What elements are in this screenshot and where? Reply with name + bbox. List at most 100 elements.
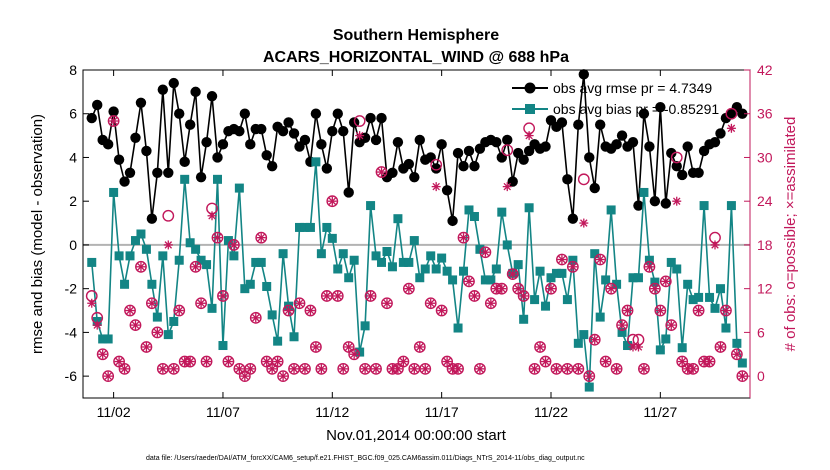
- rmse-series: [86, 69, 748, 227]
- rmse-point: [709, 136, 721, 148]
- obs-possible-marker: [720, 304, 732, 317]
- obs-possible-marker: [572, 362, 585, 375]
- rmse-point: [502, 134, 513, 146]
- asterisk-stroke: [175, 306, 183, 315]
- bias-point: [382, 246, 392, 256]
- asterisk-stroke: [339, 365, 347, 373]
- asterisk-stroke: [230, 241, 238, 249]
- bias-point: [459, 266, 469, 276]
- rmse-point: [573, 119, 584, 130]
- rmse-point: [409, 171, 420, 183]
- obs-assimilated-marker: [584, 371, 594, 381]
- obs-possible-marker: [659, 275, 672, 288]
- obs-assimilated-marker: [469, 291, 479, 301]
- bias-point: [688, 295, 698, 305]
- bias-point: [431, 264, 441, 274]
- obs-possible-marker: [435, 304, 448, 317]
- obs-possible-marker: [331, 290, 344, 302]
- bias-point: [732, 338, 742, 348]
- asterisk-stroke: [361, 365, 369, 373]
- bias-point: [152, 312, 162, 322]
- rmse-point: [157, 84, 169, 95]
- obs-assimilated-marker: [174, 306, 184, 316]
- asterisk-stroke: [519, 292, 528, 300]
- bias-point: [683, 279, 693, 289]
- rmse-point: [113, 154, 125, 165]
- asterisk-stroke: [241, 372, 249, 380]
- bias-point: [311, 157, 321, 167]
- asterisk-stroke: [574, 365, 583, 373]
- asterisk-stroke: [612, 365, 621, 373]
- y2-tick-label: 12: [757, 281, 773, 297]
- y2-tick-label: 30: [757, 149, 773, 165]
- obs-assimilated-marker: [415, 342, 425, 352]
- asterisk-stroke: [432, 182, 440, 191]
- obs-possible-marker: [140, 341, 153, 353]
- bias-point: [404, 257, 414, 267]
- rmse-point: [491, 136, 502, 148]
- rmse-point: [387, 167, 398, 178]
- asterisk-stroke: [711, 241, 719, 249]
- bias-point: [437, 253, 447, 263]
- bias-point: [349, 255, 359, 265]
- rmse-point: [179, 156, 190, 168]
- obs-possible-marker: [299, 362, 311, 375]
- bias-point: [475, 244, 485, 254]
- obs-assimilated-marker: [191, 262, 201, 272]
- bias-point: [267, 310, 277, 320]
- obs-possible-marker: [599, 355, 612, 368]
- rmse-point: [414, 134, 425, 146]
- asterisk-stroke: [405, 284, 413, 293]
- bias-point: [398, 257, 408, 267]
- obs-assimilated-marker: [666, 320, 676, 330]
- obs-assimilated-marker: [541, 357, 551, 367]
- bias-point: [530, 295, 540, 305]
- bias-point: [480, 275, 490, 285]
- bias-point: [442, 266, 452, 276]
- obs-possible-marker: [244, 362, 257, 375]
- asterisk-stroke: [350, 350, 358, 359]
- bias-point: [87, 257, 97, 267]
- y-tick-label: 4: [69, 149, 77, 165]
- rmse-point: [376, 112, 387, 124]
- obs-possible-marker: [654, 304, 667, 317]
- obs-assimilated-marker: [557, 255, 567, 265]
- bias-point: [251, 257, 261, 267]
- y-tick-label: -6: [65, 368, 78, 384]
- obs-assimilated-marker: [705, 357, 715, 367]
- bias-point: [699, 201, 709, 211]
- asterisk-stroke: [208, 212, 216, 220]
- rmse-point: [633, 200, 644, 211]
- rmse-point: [288, 128, 300, 139]
- obs-assimilated-marker: [573, 364, 583, 374]
- rmse-point: [327, 126, 338, 137]
- y-tick-label: -2: [65, 281, 78, 297]
- obs-assimilated-marker: [273, 357, 283, 367]
- asterisk-stroke: [148, 299, 156, 308]
- bias-point: [710, 303, 720, 313]
- obs-assimilated-marker: [223, 357, 233, 367]
- rmse-point: [578, 69, 589, 80]
- asterisk-stroke: [618, 321, 626, 329]
- legend-rmse-label: obs avg rmse pr = 4.7349: [553, 80, 712, 96]
- asterisk-stroke: [383, 299, 391, 308]
- asterisk-stroke: [454, 365, 462, 373]
- rmse-point: [671, 161, 682, 172]
- asterisk-stroke: [104, 372, 112, 380]
- bias-point: [633, 273, 643, 283]
- rmse-point: [321, 163, 333, 174]
- bias-point: [229, 251, 239, 261]
- obs-possible-marker: [255, 231, 268, 244]
- asterisk-stroke: [705, 357, 714, 366]
- asterisk-stroke: [323, 292, 331, 300]
- obs-possible-marker: [162, 209, 175, 222]
- rmse-point: [174, 108, 185, 119]
- obs-possible-marker: [665, 319, 678, 332]
- rmse-point: [682, 141, 693, 152]
- obs-assimilated-marker: [212, 233, 222, 243]
- asterisk-stroke: [563, 365, 572, 373]
- asterisk-stroke: [388, 365, 397, 373]
- obs-assimilated-marker: [562, 364, 572, 374]
- asterisk-stroke: [727, 124, 736, 133]
- asterisk-stroke: [448, 365, 457, 373]
